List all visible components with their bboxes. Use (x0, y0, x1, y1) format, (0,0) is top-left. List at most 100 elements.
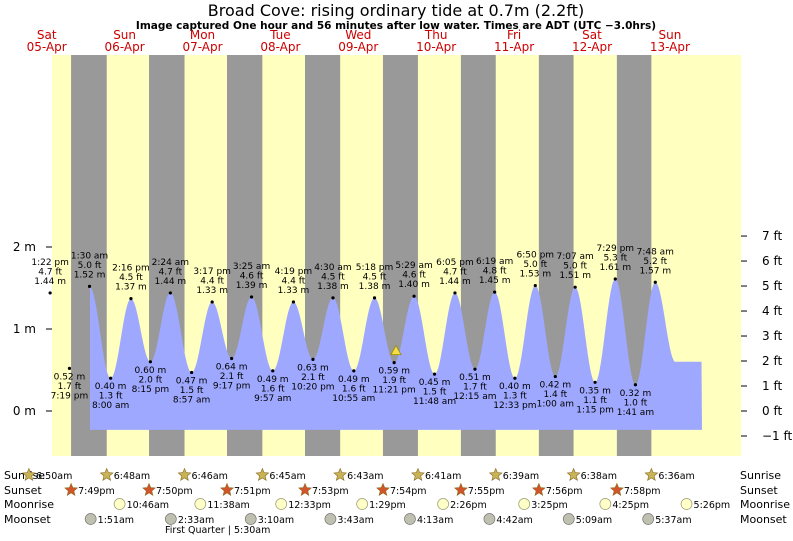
high-tide-point (291, 300, 296, 304)
low-tide-point (352, 369, 356, 373)
low-tide-m-label: 0.64 m (216, 363, 248, 373)
high-tide-time-label: 1:22 pm (31, 258, 69, 268)
high-tide-ft-label: 4.7 ft (158, 267, 182, 277)
low-tide-m-label: 0.59 m (378, 367, 410, 377)
moonrise-row-label-left: Moonrise (4, 498, 54, 511)
sunrise-time-label: 6:43am (347, 471, 383, 482)
day-date-label: 07-Apr (182, 40, 222, 54)
sunrise-time-label: 6:50am (36, 471, 72, 482)
low-tide-time-label: 10:55 am (332, 394, 375, 404)
right-axis-tick-label: 4 ft (762, 304, 782, 318)
moonrise-time-label: 10:46am (127, 500, 169, 511)
moonset-icon (562, 513, 575, 525)
high-tide-ft-label: 5.3 ft (603, 253, 627, 263)
low-tide-m-label: 0.42 m (539, 381, 571, 391)
sunset-icon (64, 482, 79, 496)
sunset-icon (531, 482, 546, 496)
high-tide-time-label: 7:48 am (637, 247, 674, 257)
low-tide-point (633, 383, 638, 387)
high-tide-m-label: 1.44 m (439, 277, 471, 287)
high-tide-m-label: 1.39 m (236, 281, 268, 291)
high-tide-m-label: 1.53 m (519, 270, 551, 280)
low-tide-ft-label: 2.1 ft (220, 372, 244, 382)
low-tide-m-label: 0.32 m (620, 389, 652, 399)
high-tide-point (331, 296, 335, 300)
sunrise-icon (488, 467, 503, 481)
high-tide-ft-label: 4.4 ft (200, 276, 224, 286)
high-tide-ft-label: 5.0 ft (563, 262, 587, 272)
moonset-icon (84, 513, 97, 525)
high-tide-point (653, 280, 657, 284)
low-tide-m-label: 0.49 m (257, 375, 289, 385)
low-tide-time-label: 11:21 pm (373, 386, 416, 396)
high-tide-ft-label: 4.4 ft (282, 276, 306, 286)
low-tide-m-label: 0.40 m (499, 382, 531, 392)
moonrise-time-label: 2:26pm (450, 500, 487, 511)
moonset-icon (324, 513, 337, 525)
left-axis-tick-label: 2 m (13, 240, 36, 254)
extreme-labels: 1:22 pm4.7 ft1.44 m0.52 m1.7 ft7:19 pm1:… (31, 244, 674, 418)
low-tide-ft-label: 2.0 ft (139, 375, 163, 385)
moonrise-icon (113, 498, 126, 510)
moonrise-time-label: 11:38am (207, 500, 249, 511)
moonrise-icon (437, 498, 449, 510)
high-tide-time-label: 5:18 pm (356, 263, 394, 273)
low-tide-point (553, 374, 557, 379)
high-tide-time-label: 7:29 pm (597, 244, 635, 254)
low-tide-time-label: 11:48 am (413, 397, 456, 407)
left-axis-tick-label: 0 m (13, 404, 36, 418)
sunset-time-label: 7:54pm (390, 486, 427, 497)
tide-curve (90, 279, 702, 430)
sunset-icon (298, 482, 312, 496)
day-date-label: 06-Apr (105, 40, 145, 54)
high-tide-m-label: 1.33 m (278, 286, 310, 296)
low-tide-ft-label: 1.3 ft (503, 392, 527, 402)
low-tide-time-label: 8:15 pm (132, 385, 170, 395)
moonset-row-label-left: Moonset (4, 513, 51, 526)
low-tide-ft-label: 1.7 ft (463, 383, 487, 393)
current-tide-marker (390, 344, 402, 356)
high-tide-point (249, 295, 254, 299)
low-tide-m-label: 0.51 m (459, 373, 491, 383)
high-tide-m-label: 1.44 m (155, 277, 187, 287)
high-tide-m-label: 1.45 m (479, 276, 511, 286)
high-tide-ft-label: 4.6 ft (240, 272, 264, 282)
high-tide-point (210, 300, 214, 304)
sunrise-time-label: 6:46am (192, 471, 228, 482)
day-name-label: Sat (582, 28, 602, 42)
right-axis-feet: 7 ft 6 ft 5 ft 4 ft 3 ft 2 ft 1 ft 0 ft −1 ft (741, 229, 793, 443)
sunrise-icon (99, 467, 114, 481)
moonrise-icon (599, 498, 612, 510)
sunrise-icon (22, 467, 36, 481)
high-tide-point (168, 291, 172, 295)
high-tide-ft-label: 4.7 ft (443, 267, 467, 277)
right-axis-tick-label: 6 ft (762, 254, 782, 268)
low-tide-ft-label: 1.5 ft (180, 386, 204, 396)
sunset-time-label: 7:53pm (312, 486, 349, 497)
high-tide-ft-label: 4.7 ft (38, 267, 62, 277)
low-tide-time-label: 9:57 am (254, 394, 291, 404)
sunrise-icon (411, 467, 425, 481)
high-tide-m-label: 1.44 m (34, 277, 66, 287)
left-axis-meters: 2 m 1 m 0 m (13, 240, 52, 418)
right-axis-tick-label: 2 ft (762, 354, 782, 368)
moonset-time-label: 4:13am (417, 515, 453, 526)
moonrise-icon (356, 498, 368, 510)
sunrise-time-label: 6:41am (425, 471, 461, 482)
daylight-band (52, 55, 72, 456)
low-tide-ft-label: 1.6 ft (342, 384, 366, 394)
low-tide-time-label: 12:15 am (453, 392, 496, 402)
low-tide-ft-label: 1.3 ft (99, 392, 123, 402)
left-axis-tick-label: 1 m (13, 322, 36, 336)
sunset-row-label-right: Sunset (740, 484, 778, 497)
low-tide-ft-label: 1.9 ft (382, 376, 406, 386)
moonrise-time-label: 1:29pm (369, 500, 406, 511)
high-tide-m-label: 1.38 m (317, 282, 349, 292)
moonrise-icon (275, 498, 288, 510)
day-name-label: Mon (190, 28, 215, 42)
high-tide-ft-label: 4.5 ft (321, 272, 345, 282)
sunrise-time-label: 6:36am (658, 471, 694, 482)
high-tide-m-label: 1.61 m (599, 263, 631, 273)
sunrise-time-label: 6:48am (114, 471, 150, 482)
sunrise-row-label-left: Sunrise (4, 469, 45, 482)
